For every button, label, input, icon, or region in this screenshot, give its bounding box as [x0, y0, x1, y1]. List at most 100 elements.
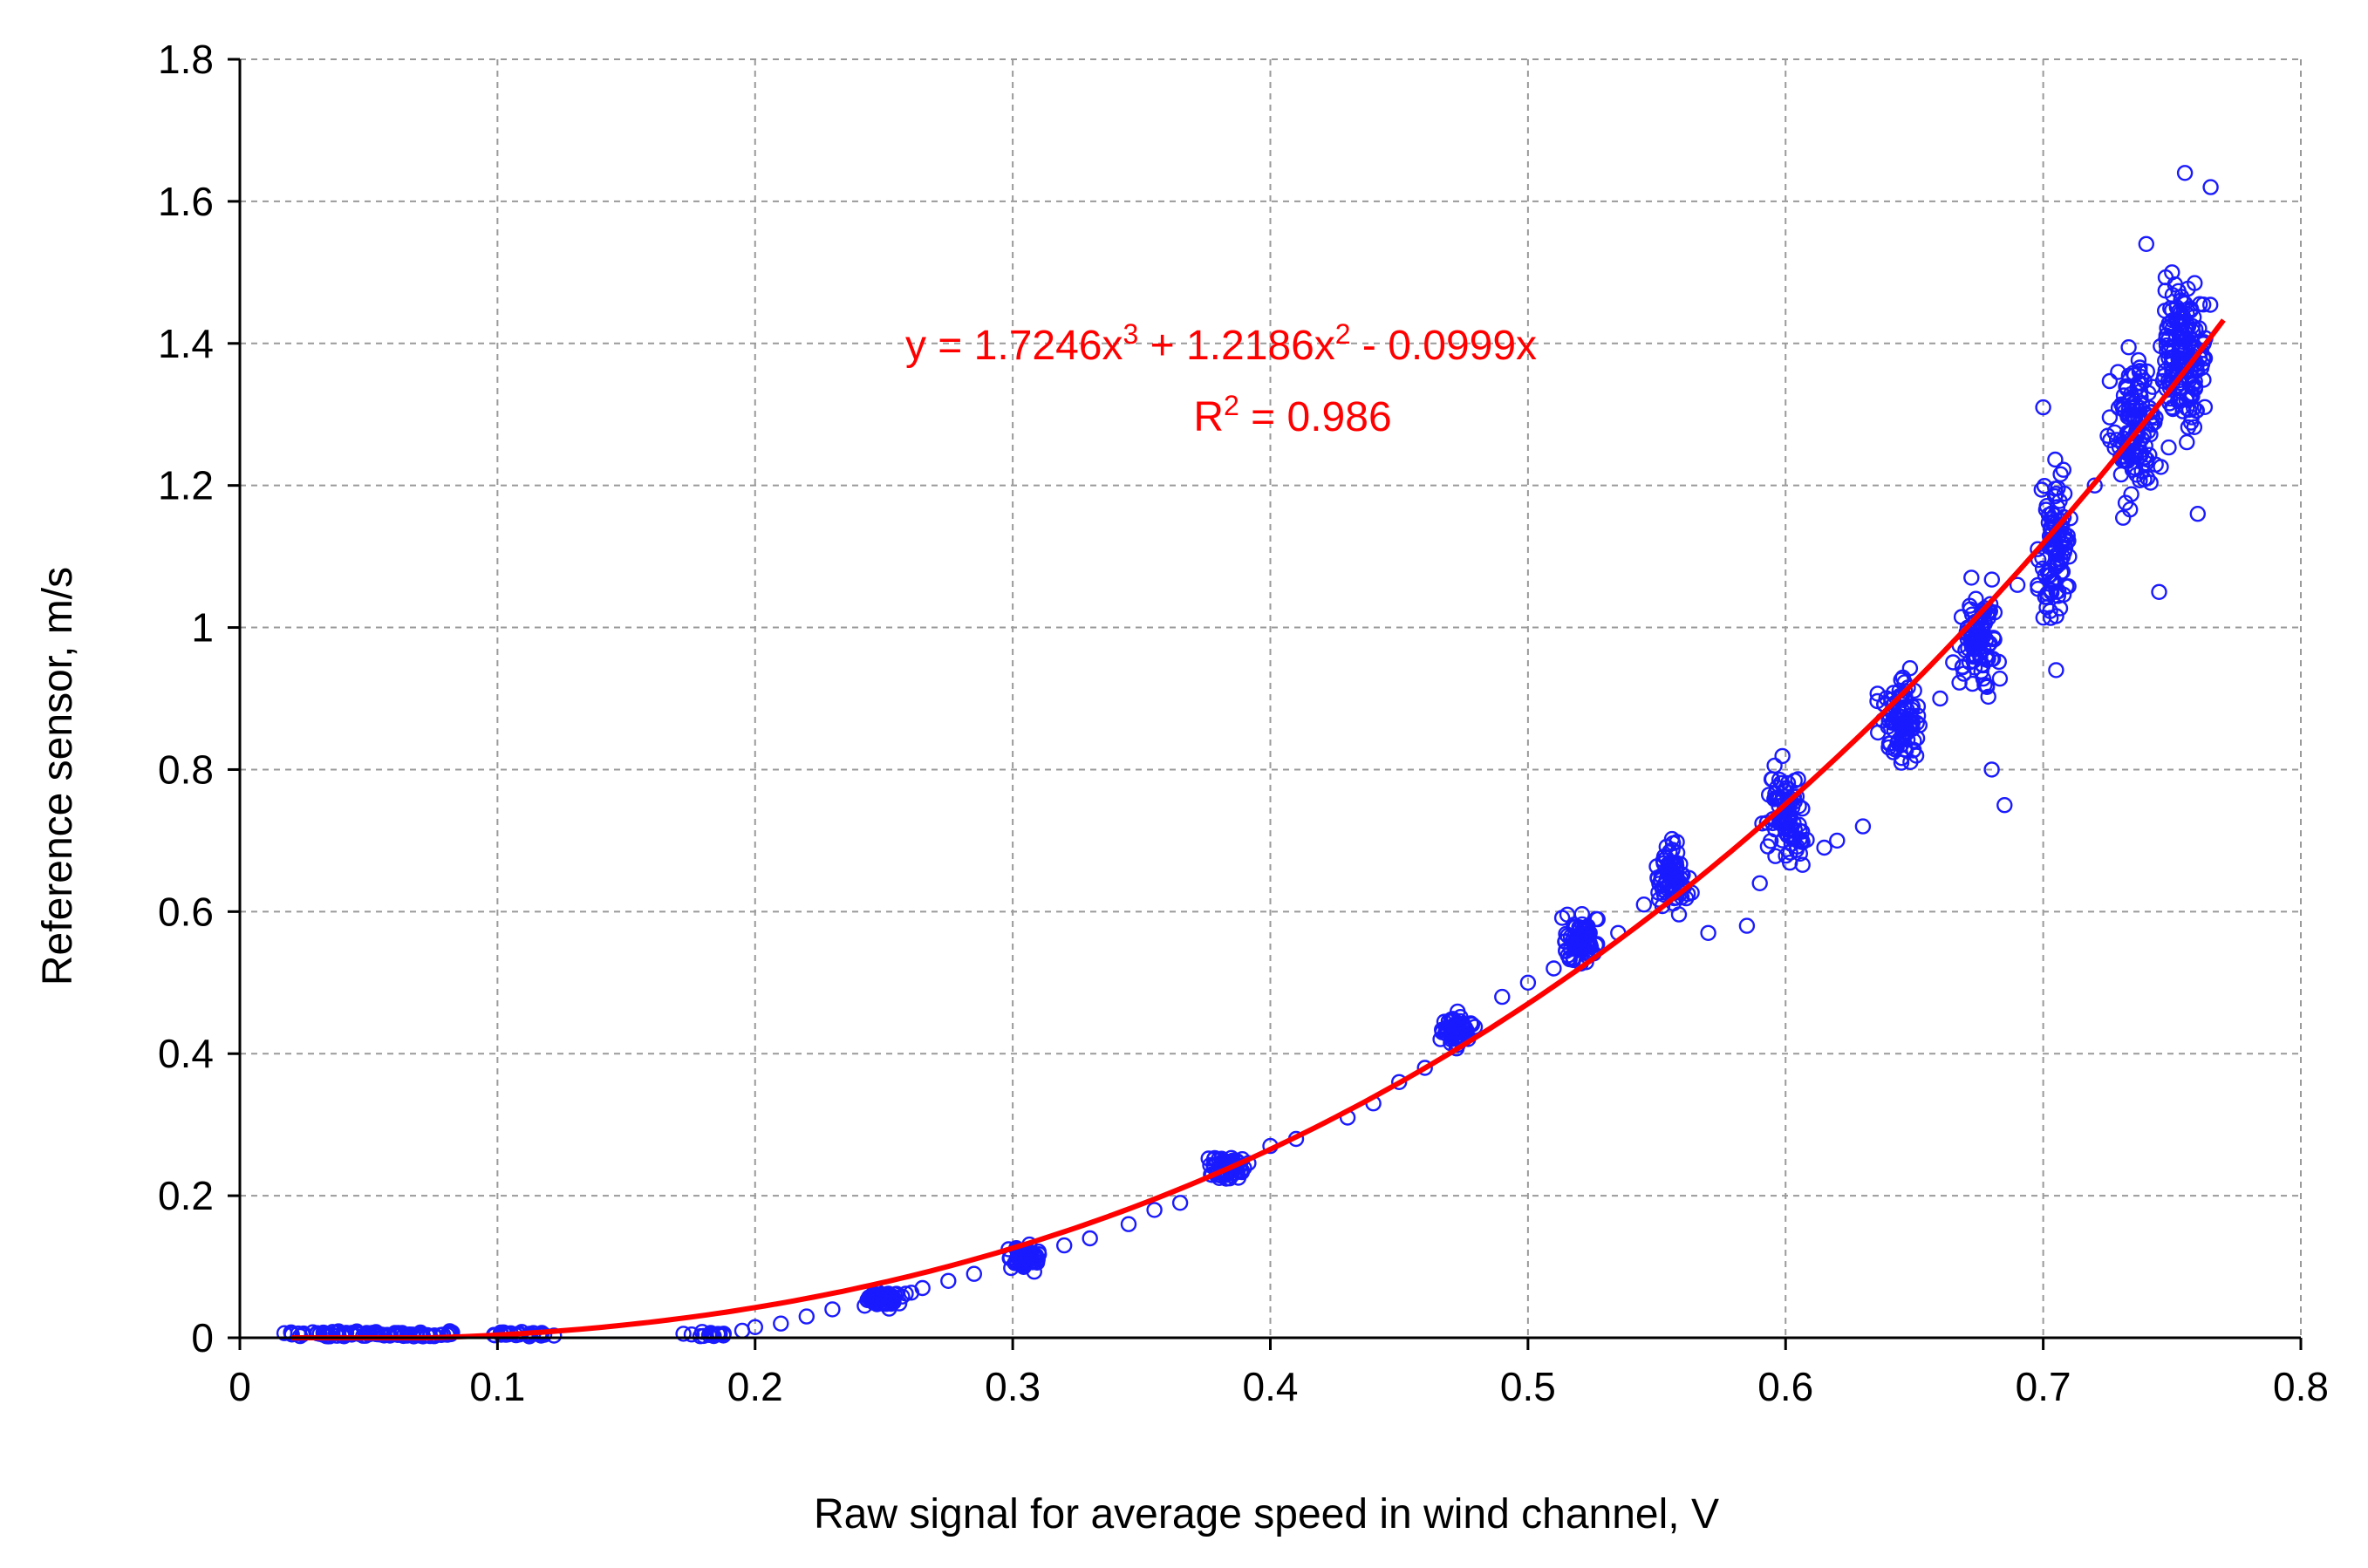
- data-point: [1900, 679, 1916, 696]
- data-point: [2161, 342, 2178, 359]
- data-point: [2120, 339, 2137, 356]
- data-point: [2183, 409, 2201, 426]
- data-point: [2173, 313, 2190, 331]
- data-point: [1664, 842, 1681, 858]
- data-point: [1670, 906, 1688, 923]
- data-point: [1587, 910, 1605, 928]
- data-point: [1816, 839, 1832, 856]
- y-tick-label: 0.4: [158, 1031, 214, 1076]
- data-point: [2162, 317, 2179, 335]
- data-point: [2039, 585, 2056, 602]
- x-tick-label: 0.3: [985, 1364, 1041, 1409]
- data-point: [2139, 423, 2157, 440]
- data-point: [283, 1325, 300, 1342]
- data-point: [2172, 330, 2188, 346]
- data-point: [1791, 831, 1808, 848]
- x-tick-label: 0.7: [2016, 1364, 2071, 1409]
- data-point: [1790, 771, 1806, 787]
- data-point: [1146, 1202, 1163, 1218]
- data-point: [1766, 757, 1783, 774]
- data-point: [1443, 1022, 1461, 1040]
- data-point: [2156, 303, 2174, 319]
- data-point: [1980, 688, 1996, 706]
- data-point: [2130, 374, 2146, 392]
- data-point: [2043, 582, 2060, 599]
- data-point: [1494, 988, 1511, 1006]
- x-tick-label: 0.5: [1500, 1364, 1556, 1409]
- data-point: [2160, 439, 2177, 456]
- data-point: [1885, 744, 1902, 760]
- data-point: [1774, 747, 1791, 765]
- data-point: [1880, 719, 1896, 735]
- data-point: [337, 1326, 353, 1343]
- data-point: [884, 1294, 900, 1311]
- data-point: [2101, 409, 2119, 426]
- y-tick-label: 0.8: [158, 747, 214, 792]
- data-point: [276, 1325, 293, 1341]
- data-point: [1661, 863, 1677, 881]
- data-point: [1171, 1195, 1189, 1211]
- data-point: [2178, 392, 2194, 408]
- data-point: [886, 1286, 903, 1303]
- data-point: [1854, 818, 1872, 835]
- data-point: [1672, 884, 1689, 901]
- data-point: [683, 1326, 700, 1343]
- data-point: [1778, 848, 1794, 864]
- data-point: [1519, 974, 1537, 992]
- data-point: [2124, 389, 2140, 406]
- x-tick-label: 0.1: [469, 1364, 525, 1409]
- data-point: [1996, 797, 2013, 814]
- data-point: [1894, 709, 1911, 726]
- data-point: [692, 1327, 709, 1345]
- data-point: [2186, 419, 2203, 435]
- data-point: [1055, 1237, 1073, 1254]
- data-point: [2051, 600, 2069, 617]
- data-point: [884, 1288, 901, 1305]
- data-point: [2041, 528, 2058, 544]
- data-point: [2140, 385, 2157, 401]
- data-point: [1880, 735, 1898, 752]
- data-point: [1779, 774, 1797, 792]
- data-point: [1588, 936, 1606, 952]
- data-point: [1664, 835, 1682, 852]
- x-tick-label: 0.4: [1243, 1364, 1299, 1409]
- data-point: [2046, 574, 2064, 590]
- data-point: [2196, 399, 2214, 415]
- data-point: [1700, 924, 1716, 942]
- data-point: [1793, 823, 1811, 840]
- data-point: [1902, 753, 1919, 770]
- data-point: [2164, 352, 2180, 370]
- data-point: [1962, 601, 1979, 617]
- data-point: [2009, 576, 2026, 593]
- data-point: [2048, 662, 2064, 678]
- data-point: [386, 1326, 402, 1343]
- data-point: [1869, 685, 1886, 702]
- data-point: [1991, 671, 2009, 687]
- data-point: [1738, 917, 1756, 934]
- data-point: [1662, 854, 1680, 870]
- y-tick-label: 1.4: [158, 321, 214, 366]
- data-point: [1448, 1019, 1464, 1036]
- data-point: [1781, 808, 1798, 825]
- data-point: [1767, 786, 1784, 802]
- data-point: [1751, 875, 1768, 891]
- y-axis-ticks: 0 0.2 0.4 0.6 0.8 1 1.2 1.4 1.6 1.8: [158, 37, 240, 1360]
- data-point: [2099, 427, 2116, 444]
- data-point: [1567, 918, 1584, 936]
- data-point: [2172, 350, 2188, 366]
- y-tick-label: 1.2: [158, 463, 214, 508]
- data-point: [2137, 449, 2153, 466]
- data-point: [798, 1308, 815, 1325]
- y-tick-label: 0.6: [158, 889, 214, 934]
- data-point: [966, 1265, 983, 1282]
- data-point: [940, 1272, 957, 1290]
- data-point: [2059, 528, 2076, 544]
- data-point: [1899, 732, 1916, 748]
- data-point: [2176, 165, 2194, 181]
- data-point: [747, 1319, 763, 1336]
- data-point: [1983, 651, 2000, 667]
- data-point: [1904, 698, 1921, 714]
- data-point: [2110, 364, 2126, 380]
- data-point: [2136, 471, 2153, 487]
